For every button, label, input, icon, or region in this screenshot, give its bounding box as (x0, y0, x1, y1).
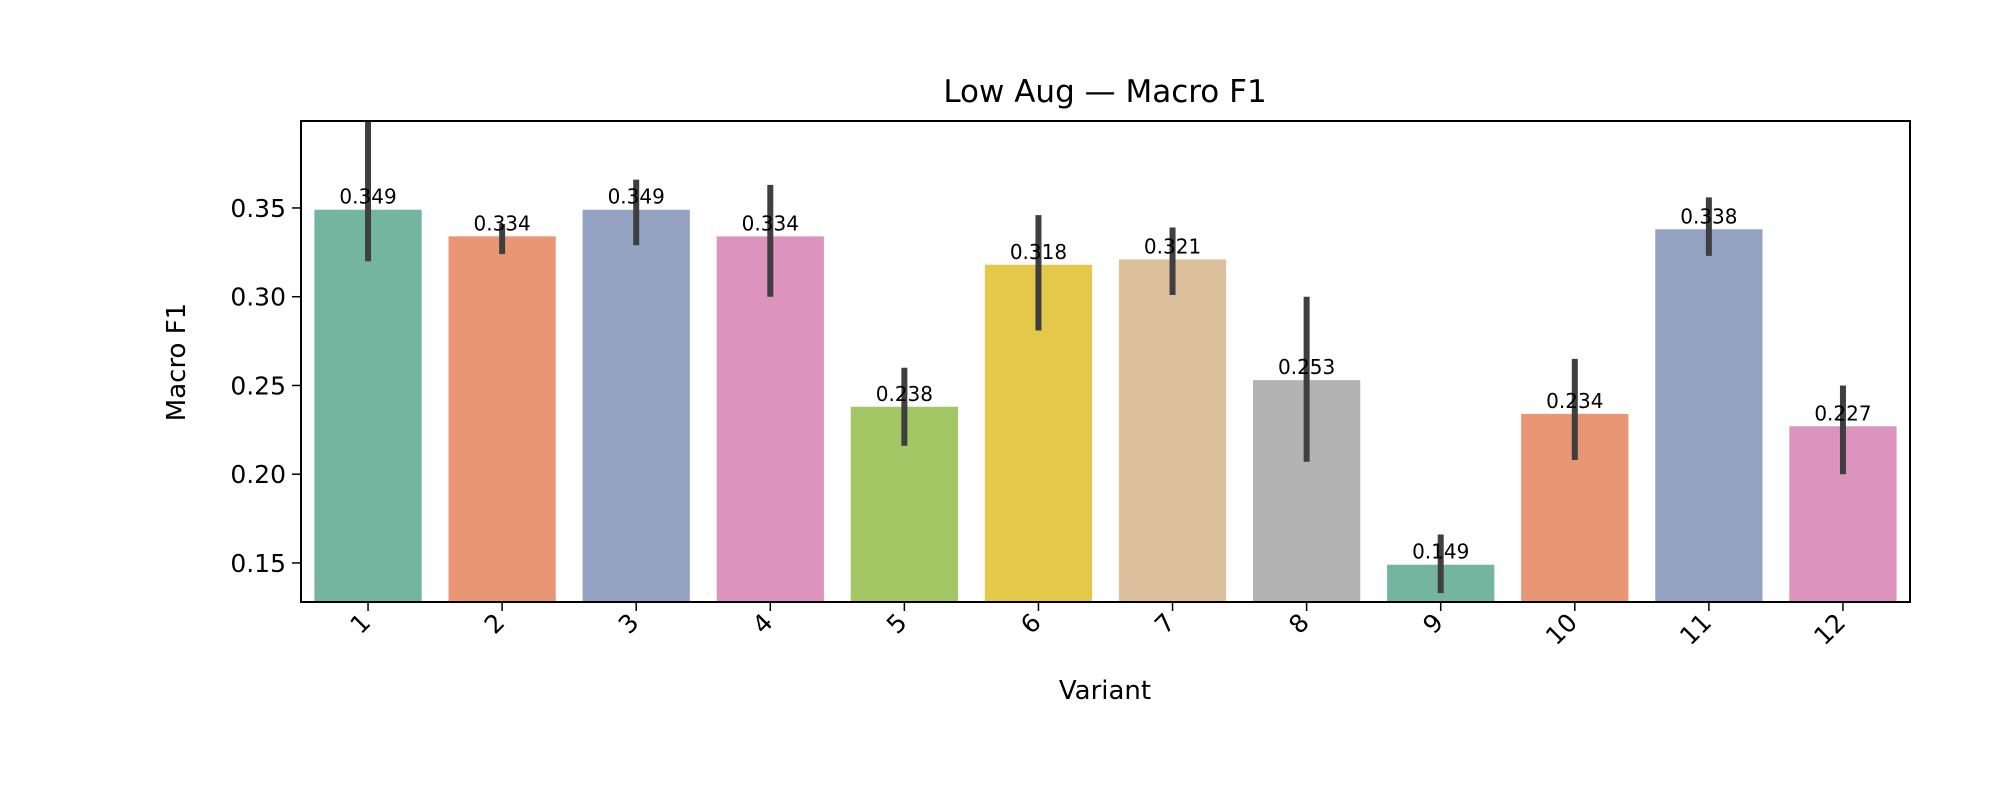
data-label-7: 0.321 (1144, 234, 1201, 258)
data-label-5: 0.238 (876, 382, 933, 406)
x-tick-label-10: 10 (1540, 608, 1583, 651)
y-tick-label: 0.30 (230, 283, 286, 312)
y-tick-label: 0.35 (230, 194, 286, 223)
x-tick-label-4: 4 (747, 608, 779, 640)
chart-title: Low Aug — Macro F1 (943, 74, 1266, 110)
x-axis-label: Variant (1059, 676, 1151, 706)
y-tick-label: 0.25 (230, 371, 286, 400)
bar-11 (1655, 229, 1763, 602)
x-tick-label-6: 6 (1015, 608, 1047, 640)
plot-frame (300, 120, 1911, 603)
bars-group (314, 209, 1897, 602)
x-axis: 1 2 3 4 5 6 7 8 9 10 11 12 (345, 602, 1851, 651)
data-label-3: 0.349 (608, 185, 665, 209)
x-tick-label-3: 3 (613, 608, 645, 640)
data-label-12: 0.227 (1814, 401, 1871, 425)
y-axis-label: Macro F1 (162, 303, 192, 421)
data-label-9: 0.149 (1412, 540, 1469, 564)
bar-7 (1118, 259, 1227, 602)
x-tick-label-11: 11 (1674, 608, 1717, 651)
x-tick-label-5: 5 (881, 608, 913, 640)
bar-2 (448, 236, 556, 602)
y-tick-label: 0.20 (230, 460, 286, 489)
x-tick-label-2: 2 (479, 608, 511, 640)
y-axis: 0.15 0.20 0.25 0.30 0.35 (230, 194, 301, 578)
data-labels-group: 0.349 0.334 0.349 0.334 0.238 0.318 0.321 0.253… (339, 185, 1871, 564)
bar-1 (314, 209, 422, 602)
data-label-2: 0.334 (473, 211, 530, 235)
x-tick-label-1: 1 (345, 608, 377, 640)
data-label-6: 0.318 (1010, 240, 1067, 264)
x-tick-label-12: 12 (1808, 608, 1851, 651)
bar-4 (716, 236, 824, 602)
data-label-4: 0.334 (742, 211, 799, 235)
error-bars-group (365, 121, 1846, 594)
x-tick-label-9: 9 (1417, 608, 1449, 640)
data-label-10: 0.234 (1546, 389, 1603, 413)
y-tick-label: 0.15 (230, 549, 286, 578)
data-label-8: 0.253 (1278, 355, 1335, 379)
data-label-1: 0.349 (339, 185, 396, 209)
x-tick-label-8: 8 (1283, 608, 1315, 640)
data-label-11: 0.338 (1680, 204, 1737, 228)
x-tick-label-7: 7 (1149, 608, 1181, 640)
bar-3 (582, 209, 690, 602)
